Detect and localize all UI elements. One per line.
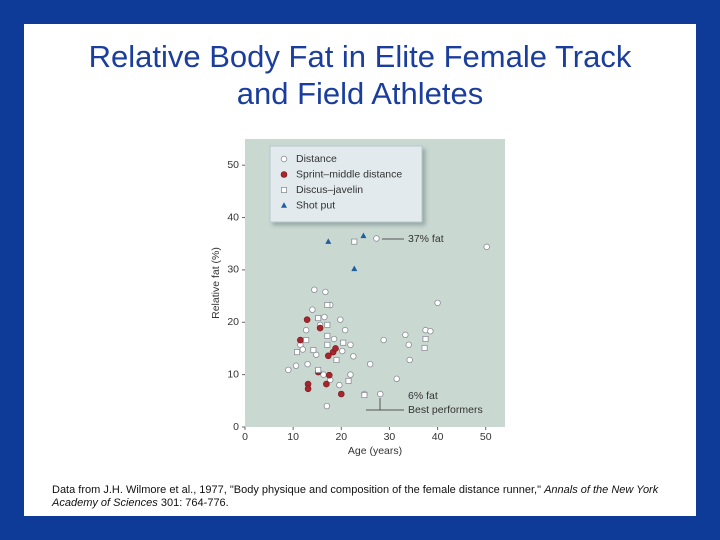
point <box>351 238 358 245</box>
point <box>324 321 331 328</box>
legend-marker <box>280 155 288 163</box>
y-tick-label: 10 <box>227 368 239 380</box>
point <box>330 335 338 343</box>
source-journal: Annals of the New York Academy of Scienc… <box>52 484 659 509</box>
point <box>332 345 339 352</box>
point <box>303 316 311 323</box>
point <box>341 326 349 334</box>
source-note: Data from J.H. Wilmore et al., 1977, "Bo… <box>52 484 672 510</box>
point <box>427 327 434 335</box>
x-tick-label: 30 <box>384 431 396 443</box>
point <box>402 331 409 339</box>
point <box>309 306 316 313</box>
point <box>345 377 352 384</box>
point <box>297 336 304 344</box>
legend-marker <box>280 186 287 193</box>
point <box>406 356 413 364</box>
point <box>347 371 354 378</box>
annotation: 37% fat <box>408 233 444 245</box>
y-tick-label: 40 <box>227 211 239 223</box>
point <box>322 288 329 296</box>
point <box>304 360 311 368</box>
x-tick-label: 50 <box>480 431 492 443</box>
point <box>304 385 312 393</box>
point <box>339 347 346 355</box>
point <box>303 337 310 344</box>
source-text: Data from J.H. Wilmore et al., 1977, "Bo… <box>52 484 542 496</box>
slide-title: Relative Body Fat in Elite Female Track … <box>88 39 632 111</box>
point <box>360 232 367 239</box>
annotation: Best performers <box>408 404 483 416</box>
point <box>336 381 343 389</box>
point <box>315 366 322 373</box>
y-axis-label: Relative fat (%) <box>210 247 222 319</box>
point <box>324 301 331 308</box>
legend-label: Sprint–middle distance <box>296 168 402 180</box>
point <box>324 341 331 348</box>
point <box>323 402 331 410</box>
x-tick-label: 10 <box>287 431 299 443</box>
point <box>333 356 340 363</box>
point <box>337 390 345 398</box>
point <box>347 341 354 348</box>
legend-label: Discus–javelin <box>296 184 363 196</box>
plot: 0 10 20 30 40 50 0 10 20 30 40 50 <box>227 159 491 443</box>
point <box>393 375 400 383</box>
point <box>299 346 306 353</box>
x-tick-label: 20 <box>335 431 347 443</box>
point <box>293 349 300 356</box>
point <box>337 316 344 323</box>
point <box>421 344 428 351</box>
point <box>373 235 380 242</box>
y-tick-label: 0 <box>233 421 239 433</box>
point <box>324 352 332 360</box>
x-axis-label: Age (years) <box>348 445 402 457</box>
point <box>325 371 333 379</box>
point <box>315 315 322 322</box>
y-tick-label: 20 <box>227 316 239 328</box>
legend-box <box>269 145 423 223</box>
point <box>320 371 327 378</box>
legend-marker <box>280 171 288 178</box>
point <box>324 332 331 339</box>
point <box>483 243 490 251</box>
legend-label: Distance <box>296 153 337 165</box>
point <box>292 362 300 369</box>
point <box>380 336 387 344</box>
point <box>321 313 328 321</box>
y-tick-label: 50 <box>227 159 239 171</box>
x-tick-label: 40 <box>432 431 444 443</box>
legend-marker <box>281 202 287 208</box>
point <box>302 326 310 334</box>
point <box>377 390 384 398</box>
legend-label: Shot put <box>296 199 335 211</box>
point <box>405 341 412 348</box>
x-tick-label: 0 <box>242 431 248 443</box>
source-citation: 301: 764-776. <box>160 497 229 509</box>
point <box>316 324 324 332</box>
point <box>325 238 332 244</box>
point <box>422 336 429 343</box>
point <box>310 347 317 354</box>
point <box>340 339 347 346</box>
point <box>311 286 318 294</box>
point <box>350 353 357 360</box>
point <box>361 392 368 399</box>
point <box>366 360 374 368</box>
annotation: 6% fat <box>408 390 438 402</box>
point <box>434 299 441 307</box>
point <box>323 380 330 388</box>
point <box>285 366 292 374</box>
y-tick-label: 30 <box>227 264 239 276</box>
point <box>351 265 358 272</box>
